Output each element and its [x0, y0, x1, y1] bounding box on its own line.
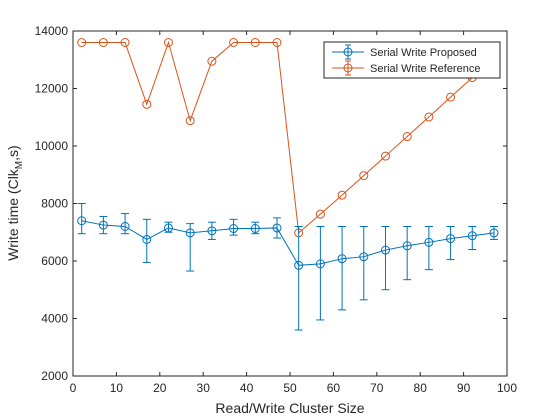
x-tick-label: 40: [240, 381, 254, 395]
x-tick-label: 20: [153, 381, 167, 395]
plot-area: [73, 31, 507, 376]
y-tick-label: 12000: [35, 82, 69, 96]
data-point: [163, 223, 173, 233]
x-tick-label: 100: [497, 381, 517, 395]
data-point: [337, 190, 347, 200]
x-tick-label: 60: [327, 381, 341, 395]
data-point: [315, 209, 325, 219]
data-point: [359, 252, 369, 262]
x-tick-label: 10: [110, 381, 124, 395]
series-1: [77, 38, 499, 238]
data-point: [446, 234, 456, 244]
data-point: [489, 228, 499, 238]
y-axis-title-end: ,s): [5, 145, 21, 161]
data-point: [98, 38, 108, 47]
data-point: [424, 237, 434, 247]
data-point: [120, 222, 130, 231]
data-point: [77, 38, 87, 47]
data-point: [467, 231, 477, 241]
legend-label: Serial Write Reference: [370, 63, 480, 75]
y-tick-label: 6000: [41, 254, 68, 268]
y-tick-label: 8000: [41, 197, 68, 211]
series-layer: [77, 38, 499, 331]
x-tick-label: 50: [283, 381, 297, 395]
x-tick-label: 90: [457, 381, 471, 395]
data-point: [185, 228, 195, 238]
data-point: [77, 216, 87, 226]
legend: Serial Write Proposed Serial Write Refere…: [323, 41, 501, 79]
data-point: [294, 260, 304, 270]
data-point: [185, 116, 195, 126]
x-tick-label: 30: [197, 381, 211, 395]
data-point: [142, 234, 152, 244]
y-axis-title-subscript: M: [14, 161, 25, 169]
data-point: [120, 38, 130, 47]
data-point: [272, 223, 282, 233]
data-point: [337, 254, 347, 264]
series-0: [77, 203, 499, 331]
data-point: [207, 56, 217, 66]
legend-marker: [343, 47, 353, 57]
data-point: [229, 224, 239, 234]
data-point: [402, 241, 412, 251]
data-point: [446, 92, 456, 102]
y-tick-label: 4000: [41, 312, 68, 326]
y-axis-title-main: Write time (Clk: [5, 168, 21, 261]
x-axis-title: Read/Write Cluster Size: [215, 400, 364, 416]
data-point: [315, 259, 325, 269]
data-point: [142, 99, 152, 109]
legend-label: Serial Write Proposed: [370, 47, 477, 59]
data-point: [359, 171, 369, 181]
axes-layer: 0 10 20 30 40 50 60 70 80 90 100 2000 4000 6000 8000 10…: [35, 24, 518, 395]
y-tick-label: 2000: [41, 369, 68, 383]
y-tick-label: 14000: [35, 24, 69, 38]
data-point: [380, 151, 390, 161]
data-point: [424, 112, 434, 122]
legend-box: [323, 41, 501, 79]
y-axis-title: Write time (ClkM,s): [5, 145, 25, 260]
x-tick-label: 70: [370, 381, 384, 395]
y-tick-label: 10000: [35, 139, 69, 153]
data-point: [272, 38, 282, 47]
data-point: [250, 38, 260, 47]
x-tick-label: 80: [414, 381, 428, 395]
legend-marker: [343, 63, 353, 73]
series-line: [81, 40, 495, 234]
data-point: [250, 224, 260, 234]
data-point: [207, 226, 217, 236]
x-tick-label: 0: [70, 381, 77, 395]
data-point: [380, 245, 390, 255]
data-point: [98, 220, 108, 230]
data-point: [402, 132, 412, 142]
data-point: [229, 38, 239, 47]
data-point: [163, 38, 173, 47]
